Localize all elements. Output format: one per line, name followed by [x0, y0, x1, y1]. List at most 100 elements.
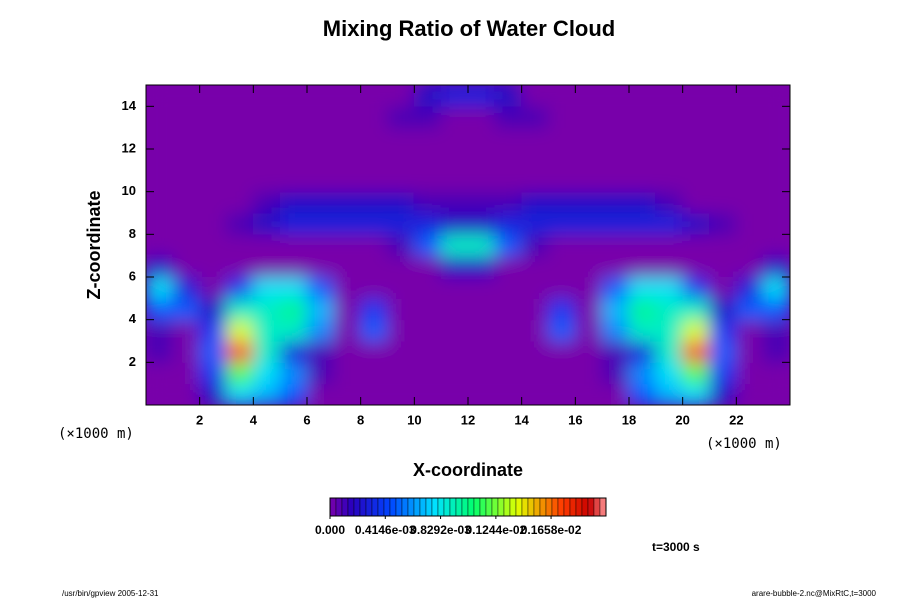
cell — [494, 233, 523, 257]
cell — [440, 169, 469, 193]
cell — [226, 191, 254, 214]
cell — [360, 233, 388, 257]
cell — [172, 148, 201, 171]
cell — [682, 212, 710, 235]
cell — [199, 105, 227, 129]
cell — [521, 233, 549, 257]
cell — [628, 276, 657, 299]
cell — [709, 85, 737, 107]
cell — [440, 361, 469, 385]
cell — [548, 361, 576, 385]
colorbar-swatch — [335, 497, 343, 517]
cell — [548, 212, 576, 235]
cell — [494, 340, 523, 363]
footer-right: arare-bubble-2.nc@MixRtC,t=3000 — [752, 589, 877, 598]
cell — [306, 85, 335, 107]
cell — [199, 276, 227, 299]
cell — [440, 105, 469, 129]
cell — [735, 169, 764, 193]
cell — [333, 191, 362, 214]
cell — [360, 255, 388, 278]
cell — [360, 361, 388, 385]
cell — [494, 169, 523, 193]
cell — [360, 276, 388, 299]
footer-left: /usr/bin/gpview 2005-12-31 — [62, 589, 159, 598]
cell — [146, 191, 174, 214]
cell — [521, 85, 549, 107]
cell — [709, 191, 737, 214]
cell — [333, 127, 362, 150]
cell — [521, 127, 549, 150]
cell — [226, 169, 254, 193]
colorbar-swatch — [467, 497, 475, 517]
cell — [709, 212, 737, 235]
cell — [413, 191, 442, 214]
colorbar-swatch — [497, 497, 505, 517]
cell — [440, 255, 469, 278]
cell — [413, 169, 442, 193]
cell — [387, 383, 415, 405]
cell — [762, 191, 790, 214]
cell — [655, 233, 684, 257]
cell — [360, 340, 388, 363]
cell — [387, 85, 415, 107]
cell — [199, 361, 227, 385]
field — [146, 85, 790, 405]
cell — [333, 212, 362, 235]
x-unit: (×1000 m) — [706, 436, 782, 452]
cell — [306, 105, 335, 129]
cell — [601, 383, 630, 405]
cell — [360, 127, 388, 150]
cell — [601, 297, 630, 321]
cell — [601, 85, 630, 107]
cell — [521, 383, 549, 405]
cell — [655, 148, 684, 171]
cell — [574, 233, 603, 257]
cell — [601, 276, 630, 299]
cell — [333, 383, 362, 405]
cell — [709, 169, 737, 193]
colorbar-swatch — [449, 497, 457, 517]
cell — [333, 276, 362, 299]
cell — [360, 85, 388, 107]
cell — [735, 361, 764, 385]
cell — [494, 297, 523, 321]
cell — [146, 212, 174, 235]
cell — [199, 212, 227, 235]
cell — [735, 383, 764, 405]
cell — [762, 148, 790, 171]
cell — [521, 169, 549, 193]
x-tick-label: 12 — [461, 412, 475, 427]
cell — [279, 255, 308, 278]
colorbar-swatch — [485, 497, 493, 517]
cell — [413, 212, 442, 235]
colorbar-swatch — [593, 497, 601, 517]
colorbar-swatch — [527, 497, 535, 517]
cell — [548, 319, 576, 342]
cell — [172, 297, 201, 321]
cell — [521, 297, 549, 321]
y-tick-label: 10 — [122, 183, 136, 198]
colorbar-swatch — [491, 497, 499, 517]
cell — [387, 340, 415, 363]
cell — [655, 169, 684, 193]
cell — [682, 105, 710, 129]
colorbar-swatch — [329, 497, 337, 517]
cell — [655, 191, 684, 214]
cell — [252, 383, 281, 405]
cell — [682, 319, 710, 342]
cell — [413, 340, 442, 363]
cell — [360, 169, 388, 193]
cell — [226, 233, 254, 257]
cell — [440, 148, 469, 171]
cell — [279, 212, 308, 235]
colorbar-swatch — [521, 497, 529, 517]
cell — [146, 276, 174, 299]
y-tick-label: 12 — [122, 140, 136, 155]
cell — [279, 383, 308, 405]
cell — [494, 105, 523, 129]
x-tick-label: 6 — [303, 412, 310, 427]
colorbar-tick-label: 0.1244e-02 — [465, 523, 526, 537]
cell — [146, 255, 174, 278]
cell — [413, 255, 442, 278]
